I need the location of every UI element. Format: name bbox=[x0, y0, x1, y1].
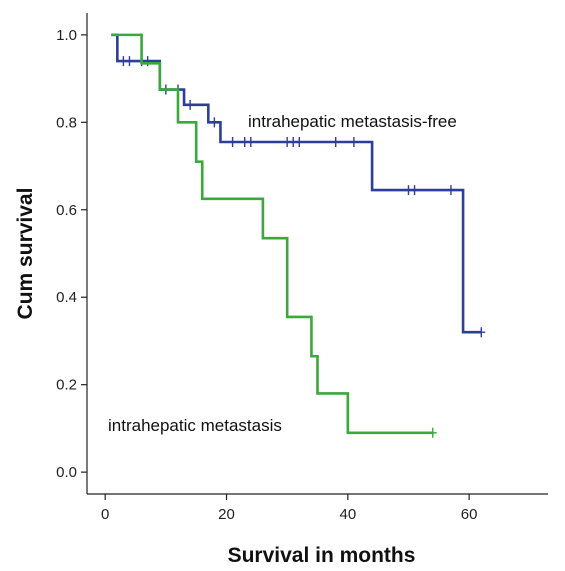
x-tick-label: 40 bbox=[339, 506, 356, 523]
censor-mark bbox=[246, 136, 255, 147]
y-tick-label: 0.8 bbox=[56, 114, 77, 131]
annotation-metastasis-free: intrahepatic metastasis-free bbox=[248, 112, 457, 131]
censor-mark bbox=[331, 136, 340, 147]
series-group bbox=[111, 33, 486, 438]
censor-mark bbox=[349, 136, 358, 147]
y-tick-label: 0.2 bbox=[56, 377, 77, 394]
censor-mark bbox=[186, 99, 195, 110]
censor-mark bbox=[143, 56, 152, 67]
y-axis-title: Cum survival bbox=[14, 188, 37, 320]
censor-mark bbox=[125, 56, 134, 67]
censor-mark bbox=[210, 117, 219, 128]
x-tick-label: 60 bbox=[461, 506, 478, 523]
censor-mark bbox=[228, 136, 237, 147]
x-axis-title: Survival in months bbox=[228, 544, 416, 567]
series-line-0 bbox=[111, 33, 482, 334]
x-tick-label: 0 bbox=[101, 506, 109, 523]
axis-ticks: 0 20 40 60 0.0 0.2 0.4 0.6 0.8 1.0 bbox=[56, 27, 477, 523]
x-tick-label: 20 bbox=[218, 506, 235, 523]
censor-mark bbox=[446, 185, 455, 196]
censor-mark bbox=[477, 327, 486, 338]
censor-mark bbox=[410, 185, 419, 196]
series-line-1 bbox=[111, 33, 433, 435]
censor-mark bbox=[428, 427, 437, 438]
y-tick-label: 0.0 bbox=[56, 464, 77, 481]
annotation-metastasis: intrahepatic metastasis bbox=[108, 416, 282, 435]
censor-mark bbox=[295, 136, 304, 147]
axes bbox=[86, 13, 548, 495]
y-tick-label: 0.6 bbox=[56, 202, 77, 219]
y-tick-label: 0.4 bbox=[56, 289, 77, 306]
y-tick-label: 1.0 bbox=[56, 27, 77, 44]
